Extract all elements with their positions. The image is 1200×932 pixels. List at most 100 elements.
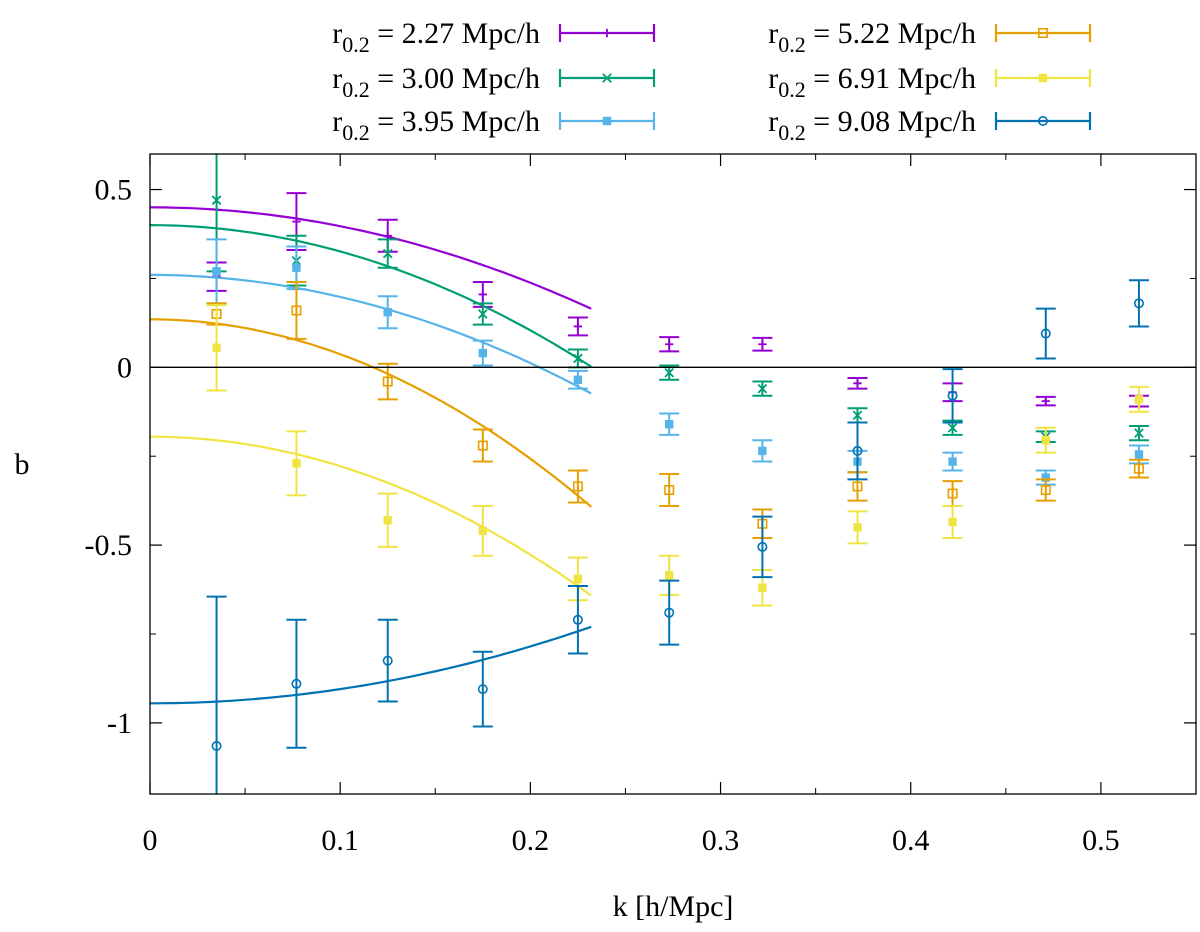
y-tick-label: -1 — [107, 707, 132, 740]
y-ticks: -1 -0.5 0 0.5 — [85, 174, 1196, 740]
data-point — [947, 488, 958, 499]
data-point — [477, 309, 488, 319]
data-point — [757, 541, 768, 552]
series-5-22-mpc-h — [150, 281, 1149, 539]
data-point — [477, 684, 488, 695]
data-point — [664, 420, 674, 429]
data-point — [758, 340, 767, 349]
legend: r0.2 = 2.27 Mpc/hr0.2 = 3.00 Mpc/hr0.2 =… — [332, 17, 1092, 145]
x-ticks: 0 0.1 0.2 0.3 0.4 0.5 — [143, 154, 1197, 857]
data-point — [291, 305, 302, 316]
y-tick-label: -0.5 — [85, 529, 133, 562]
series-2-27-mpc-h — [150, 192, 1149, 408]
legend-marker — [602, 73, 612, 83]
x-tick-label: 0.1 — [321, 824, 359, 857]
data-point — [1134, 428, 1144, 438]
fit-curve — [150, 273, 592, 395]
data-point — [211, 740, 222, 751]
data-point — [948, 517, 957, 527]
fit-curve — [150, 206, 592, 310]
data-point — [573, 353, 583, 364]
data-point — [853, 523, 862, 532]
data-point — [852, 445, 863, 456]
fit-curve — [150, 435, 592, 597]
data-point — [572, 481, 583, 492]
data-point — [853, 379, 862, 388]
fit-curve — [150, 224, 592, 368]
data-point — [664, 340, 674, 349]
plot-frame — [149, 153, 1197, 795]
legend-label: r0.2 = 3.95 Mpc/h — [332, 105, 540, 145]
data-point — [572, 614, 583, 625]
data-point — [383, 308, 392, 317]
data-point — [477, 440, 488, 451]
data-point — [1041, 396, 1050, 406]
data-point — [947, 422, 958, 433]
legend-entry: r0.2 = 3.95 Mpc/h — [332, 105, 656, 145]
data-point — [212, 343, 221, 352]
y-axis-label: b — [15, 448, 30, 481]
x-tick-label: 0.4 — [892, 824, 930, 857]
fit-curve — [150, 625, 592, 705]
data-point — [664, 607, 675, 618]
series-6-91-mpc-h — [150, 304, 1149, 607]
data-point — [382, 655, 393, 666]
legend-label: r0.2 = 6.91 Mpc/h — [768, 62, 976, 102]
plot-area — [150, 154, 1149, 794]
series-3-95-mpc-h — [150, 238, 1149, 486]
x-axis-label: k [h/Mpc] — [613, 890, 734, 923]
legend-marker — [1038, 73, 1048, 83]
series-3-00-mpc-h — [150, 154, 1149, 443]
data-point — [664, 484, 675, 495]
x-tick-label: 0.3 — [702, 824, 740, 857]
data-point — [947, 390, 958, 401]
data-point — [292, 459, 301, 468]
legend-label: r0.2 = 9.08 Mpc/h — [768, 105, 976, 145]
data-point — [292, 263, 301, 272]
data-point — [1134, 395, 1144, 404]
x-tick-label: 0.2 — [512, 824, 550, 857]
data-point — [1133, 463, 1144, 474]
data-point — [382, 248, 393, 259]
data-point — [1040, 484, 1051, 495]
legend-entry: r0.2 = 6.91 Mpc/h — [768, 62, 1092, 102]
data-point — [573, 574, 583, 584]
legend-marker — [602, 116, 612, 126]
data-point — [211, 195, 222, 206]
x-tick-label: 0 — [143, 824, 158, 857]
legend-entry: r0.2 = 2.27 Mpc/h — [332, 17, 656, 57]
data-point — [291, 678, 302, 689]
legend-label: r0.2 = 2.27 Mpc/h — [332, 17, 540, 57]
legend-marker — [1038, 27, 1049, 38]
data-point — [292, 217, 301, 226]
data-point — [478, 526, 488, 536]
data-point — [573, 375, 583, 384]
legend-marker — [602, 28, 612, 38]
y-tick-label: 0.5 — [95, 174, 133, 207]
x-tick-label: 0.5 — [1082, 824, 1120, 857]
legend-label: r0.2 = 5.22 Mpc/h — [768, 17, 976, 57]
data-point — [212, 267, 221, 276]
data-point — [664, 367, 675, 378]
legend-entry: r0.2 = 3.00 Mpc/h — [332, 62, 656, 102]
data-point — [1040, 328, 1051, 339]
data-point — [757, 383, 768, 394]
data-point — [1133, 298, 1144, 309]
y-tick-label: 0 — [117, 351, 132, 384]
series-9-08-mpc-h — [150, 279, 1149, 794]
legend-entry: r0.2 = 9.08 Mpc/h — [768, 105, 1092, 145]
data-point — [1041, 473, 1050, 482]
data-point — [852, 410, 863, 421]
legend-entry: r0.2 = 5.22 Mpc/h — [768, 17, 1092, 57]
data-point — [758, 446, 767, 456]
data-point — [664, 571, 674, 580]
data-point — [758, 583, 767, 592]
data-point — [383, 516, 392, 525]
data-point — [573, 322, 583, 331]
axes: 0 0.1 0.2 0.3 0.4 0.5 -1 -0.5 0 0.5 k [h/Mpc] b — [15, 153, 1197, 923]
data-point — [382, 376, 393, 387]
data-point — [1041, 436, 1050, 445]
data-point — [1134, 450, 1144, 459]
data-point — [478, 290, 488, 299]
